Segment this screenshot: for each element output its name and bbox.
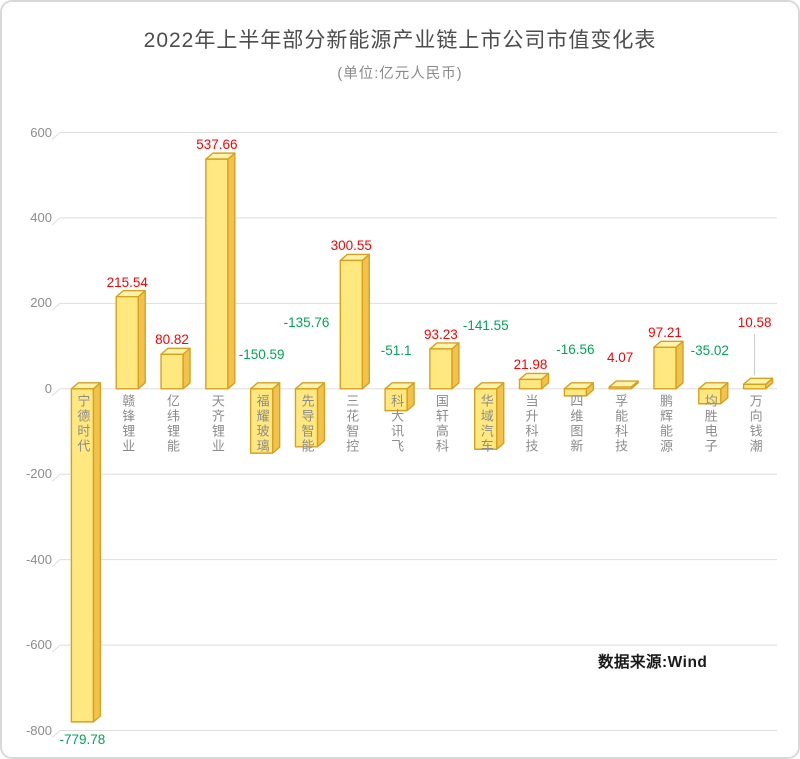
gridline-depth-tick (51, 730, 61, 738)
bar-side-face (137, 290, 146, 390)
category-label: 均胜电子 (702, 394, 718, 454)
category-label: 天齐锂业 (209, 394, 225, 454)
bar-13 (653, 340, 684, 390)
category-label: 先导智能 (299, 394, 315, 454)
bar-front-face (429, 348, 453, 390)
bar-side-face (316, 382, 326, 448)
value-label: 300.55 (330, 238, 372, 254)
y-axis-tick-label: 200 (30, 295, 52, 311)
gridline-depth-tick (51, 217, 61, 226)
y-axis-tick-label: 0 (44, 380, 52, 396)
value-label: 10.58 (737, 315, 772, 330)
bar-front-face (70, 388, 95, 723)
bar-front-face (608, 386, 632, 390)
bar-front-face (563, 388, 588, 397)
value-label: 93.23 (424, 326, 458, 342)
bar-front-face (698, 388, 722, 405)
value-label: -16.56 (556, 342, 595, 357)
y-axis-tick-label: -600 (25, 637, 52, 653)
bar-side-face (451, 342, 460, 390)
bar-7 (384, 382, 415, 412)
bar-12 (608, 380, 639, 390)
y-axis-tick-label: 600 (30, 124, 52, 140)
bar-side-face (675, 340, 684, 390)
y-axis-tick-label: -400 (25, 551, 52, 567)
bar-side-face (227, 152, 236, 390)
bar-front-face (742, 383, 767, 390)
category-label: 孚能科技 (613, 394, 629, 454)
category-label: 科大讯飞 (389, 394, 405, 454)
category-label: 四维图新 (568, 394, 584, 454)
category-label: 三花智控 (344, 394, 360, 454)
value-label: -51.1 (380, 343, 412, 358)
gridline-depth-tick (51, 473, 61, 482)
chart-subtitle: (单位:亿元人民币) (337, 66, 463, 82)
y-axis-tick-label: -800 (25, 722, 52, 738)
bar-front-face (339, 259, 363, 390)
bar-side-face (496, 382, 505, 450)
bar-14 (698, 382, 729, 405)
data-source-note: 数据来源:Wind (598, 654, 708, 671)
bar-2 (160, 347, 191, 390)
gridline-depth-tick (51, 388, 61, 397)
value-label: 21.98 (513, 357, 548, 373)
value-label: 80.82 (155, 332, 189, 348)
y-axis-tick-label: -200 (25, 466, 52, 482)
category-label: 国轩高科 (433, 394, 449, 454)
bar-front-face (653, 346, 677, 390)
bar-front-face (384, 388, 408, 412)
bar-6 (339, 253, 370, 390)
bar-side-face (92, 382, 102, 723)
category-label: 华域汽车 (478, 394, 494, 454)
gridline-depth-tick (51, 644, 61, 653)
bar-1 (115, 290, 146, 390)
bar-side-face (361, 253, 370, 390)
value-label: -35.02 (690, 343, 729, 358)
category-label: 宁德时代 (75, 394, 91, 454)
bar-front-face (160, 353, 184, 390)
value-label: -150.59 (238, 347, 285, 362)
bar-front-face (205, 158, 229, 390)
category-label: 亿纬锂能 (165, 394, 181, 454)
gridline-depth-tick (51, 302, 61, 311)
value-label: -779.78 (59, 731, 106, 747)
bar-4 (249, 382, 281, 454)
bar-11 (563, 382, 595, 397)
bar-front-face (474, 388, 498, 450)
category-label: 赣锋锂业 (120, 394, 136, 454)
bar-0 (70, 382, 102, 723)
bar-front-face (518, 378, 543, 390)
bar-15 (742, 377, 774, 390)
value-label: 537.66 (196, 137, 238, 153)
category-label: 当升科技 (523, 394, 539, 454)
bar-10 (518, 372, 550, 390)
bar-9 (474, 382, 505, 450)
chart-title: 2022年上半年部分新能源产业链上市公司市值变化表 (143, 29, 657, 52)
bar-front-face (249, 388, 274, 454)
value-label: -141.55 (462, 318, 509, 333)
category-label: 福耀玻璃 (254, 394, 270, 454)
bar-5 (294, 382, 326, 448)
gridline-depth-tick (51, 132, 61, 140)
bar-8 (429, 342, 460, 390)
bar-side-face (182, 347, 191, 390)
category-label: 万向钱潮 (747, 394, 763, 454)
bar-front-face (115, 296, 139, 390)
value-label: 97.21 (648, 325, 682, 341)
value-label: 215.54 (106, 274, 148, 290)
bar-front-face (294, 388, 319, 448)
bar-3 (205, 152, 236, 390)
category-label: 鹏辉能源 (657, 394, 673, 454)
value-label: -135.76 (283, 315, 330, 330)
gridline-depth-tick (51, 559, 61, 568)
value-label: 4.07 (607, 350, 634, 365)
y-axis-tick-label: 400 (30, 209, 52, 225)
bar-side-face (271, 382, 281, 454)
